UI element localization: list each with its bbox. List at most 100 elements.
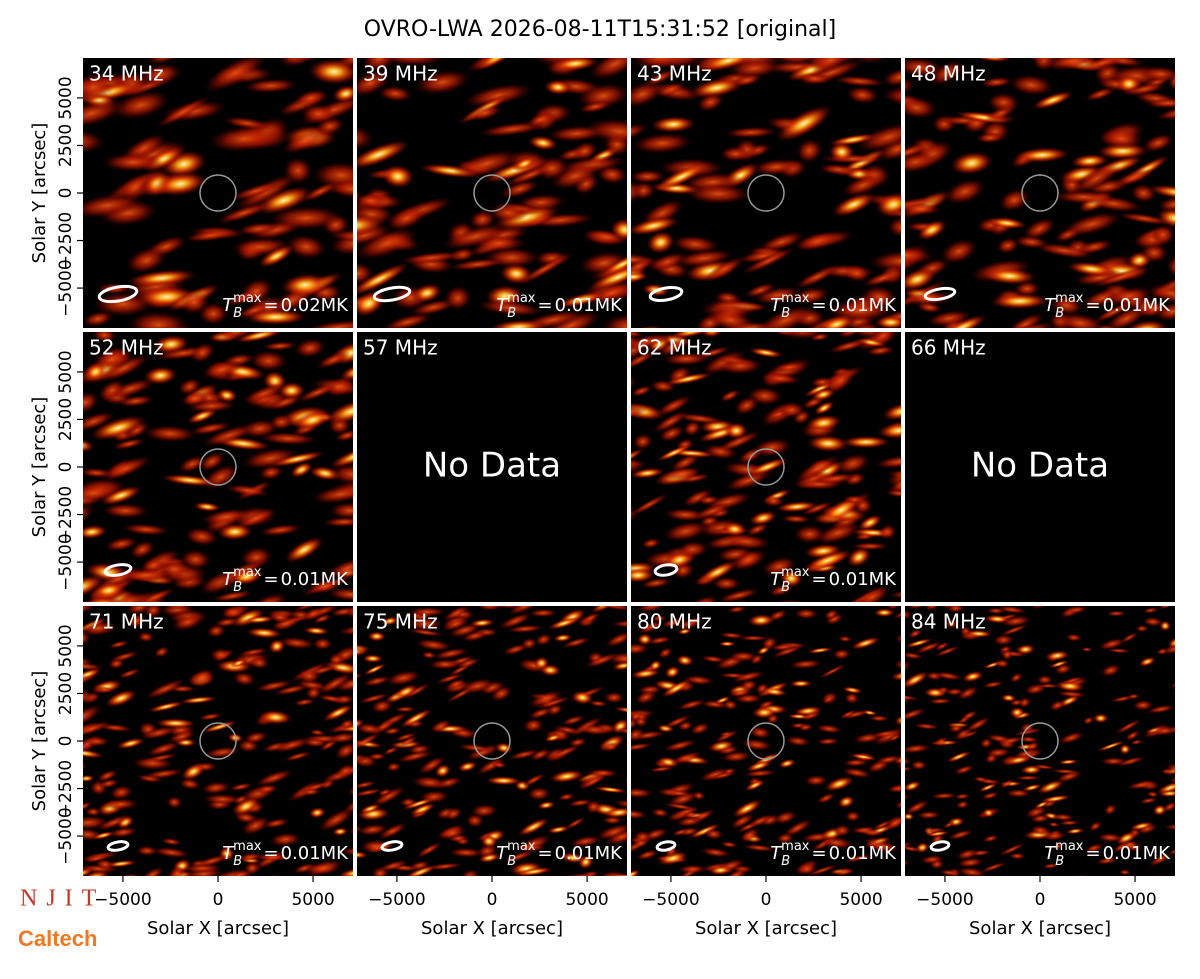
blob	[357, 850, 369, 859]
blob	[894, 658, 901, 670]
blob	[193, 501, 221, 512]
y-axis-label: Solar Y [arcsec]	[29, 397, 50, 538]
blob	[246, 627, 283, 639]
tb-value: 0.01MK	[829, 843, 898, 864]
blob	[1065, 828, 1085, 835]
y-tick-label: 5000	[56, 624, 76, 667]
blob	[841, 435, 891, 449]
blob	[980, 861, 1008, 873]
y-tick-label: 5000	[56, 76, 76, 119]
blob	[294, 338, 326, 358]
blob	[661, 678, 693, 698]
blob	[84, 736, 110, 747]
blob	[683, 420, 702, 437]
blob	[789, 679, 813, 688]
blob	[204, 746, 241, 759]
blob	[1093, 300, 1135, 323]
blob	[703, 444, 738, 460]
tb-symbol: T	[222, 843, 235, 864]
blob	[1034, 242, 1095, 259]
blob	[664, 372, 713, 386]
blob	[1156, 647, 1168, 656]
blob	[362, 675, 392, 687]
blob	[748, 814, 773, 828]
blob	[547, 744, 582, 761]
blob	[357, 140, 410, 170]
blob	[973, 776, 989, 782]
blob	[693, 502, 732, 520]
blob	[717, 357, 764, 375]
blob	[862, 269, 901, 287]
blob	[617, 727, 627, 735]
blob	[231, 608, 265, 628]
blob	[184, 527, 219, 546]
blob	[335, 429, 353, 442]
blob	[596, 823, 627, 841]
blob	[652, 614, 667, 623]
blob	[443, 606, 470, 622]
blob	[147, 701, 185, 713]
blob	[178, 455, 206, 473]
blob	[168, 866, 186, 876]
blob	[541, 310, 602, 328]
tb-sub: B	[781, 854, 790, 869]
blob	[984, 753, 998, 764]
blob	[905, 638, 933, 648]
blob	[724, 126, 778, 139]
blob	[664, 665, 681, 679]
blob	[1152, 804, 1167, 816]
blob	[293, 698, 316, 707]
blob	[690, 722, 710, 735]
blob	[1058, 759, 1079, 765]
blob	[1049, 699, 1066, 712]
blob	[613, 706, 627, 715]
tb-symbol: T	[770, 843, 783, 864]
frequency-label: 57 MHz	[363, 336, 438, 360]
blob	[747, 613, 775, 627]
blob	[910, 760, 928, 771]
blob	[827, 370, 854, 390]
blob	[577, 724, 612, 736]
y-tick-label: 0	[56, 462, 76, 473]
blob	[795, 265, 839, 289]
solar-disk	[747, 174, 785, 212]
blob	[329, 180, 353, 199]
tb-max-label: TBmax = 0.01MK	[770, 291, 897, 321]
blob	[539, 664, 561, 677]
tb-symbol: T	[222, 295, 235, 316]
frequency-label: 62 MHz	[637, 336, 712, 360]
image-blobs	[631, 606, 901, 876]
tb-max-label: TBmax = 0.02MK	[222, 291, 349, 321]
blob	[631, 710, 643, 722]
blob	[184, 228, 237, 243]
blob	[722, 521, 747, 537]
blob	[887, 733, 901, 742]
blob	[95, 686, 114, 693]
blob	[805, 414, 842, 432]
blob	[667, 791, 699, 807]
blob	[503, 850, 535, 863]
y-tick-label: 0	[56, 736, 76, 747]
blob	[954, 793, 971, 800]
blob	[646, 230, 676, 254]
frequency-label: 71 MHz	[89, 610, 164, 634]
solar-disk	[1021, 722, 1059, 760]
blob	[512, 156, 538, 172]
blob	[243, 78, 298, 94]
blob	[743, 769, 777, 778]
tb-sup: max	[233, 291, 262, 306]
blob	[571, 141, 598, 161]
blob	[108, 640, 130, 649]
x-tick-label: 5000	[565, 890, 608, 910]
blob	[956, 867, 988, 876]
blob	[253, 853, 292, 862]
blob	[846, 547, 872, 568]
tb-max-label: TBmax = 0.01MK	[770, 839, 897, 869]
blob	[225, 484, 270, 497]
blob	[854, 585, 891, 602]
blob	[535, 633, 553, 646]
blob	[83, 438, 95, 453]
blob	[656, 82, 686, 97]
blob	[638, 620, 664, 634]
blob	[449, 258, 506, 271]
